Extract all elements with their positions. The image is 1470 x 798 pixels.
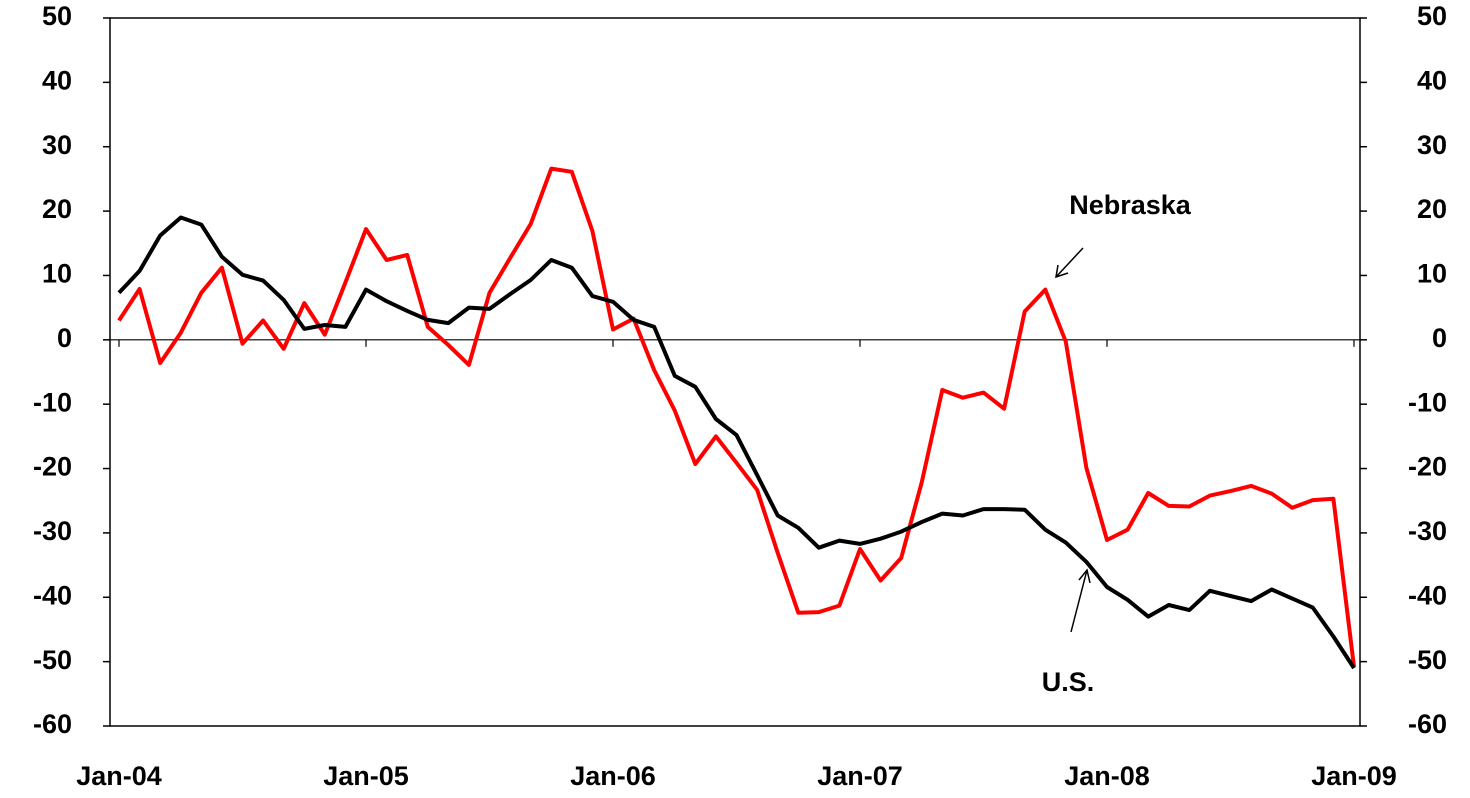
y-tick-label: -30: [33, 516, 72, 546]
annotation: Nebraska: [1069, 190, 1192, 220]
y-tick-label: 40: [42, 65, 72, 95]
x-tick-label: Jan-09: [1311, 761, 1397, 791]
x-tick-label: Jan-08: [1064, 761, 1150, 791]
y2-tick-label: 20: [1417, 194, 1447, 224]
y-tick-label: 0: [57, 323, 72, 353]
y2-tick-label: 40: [1417, 65, 1447, 95]
y2-tick-label: -10: [1408, 387, 1447, 417]
y-tick-label: 10: [42, 259, 72, 289]
y-tick-label: -40: [33, 580, 72, 610]
annotation: U.S.: [1042, 667, 1095, 697]
y-tick-label: -60: [33, 709, 72, 739]
y-tick-label: 20: [42, 194, 72, 224]
plot-frame: [109, 17, 1361, 727]
y2-tick-label: -30: [1408, 516, 1447, 546]
y2-tick-label: 30: [1417, 130, 1447, 160]
y2-tick-label: 50: [1417, 1, 1447, 31]
y2-tick-label: 10: [1417, 259, 1447, 289]
y-tick-label: -50: [33, 645, 72, 675]
y2-tick-label: -50: [1408, 645, 1447, 675]
series-line: [117, 215, 1356, 670]
x-tick-label: Jan-06: [570, 761, 656, 791]
annotation-arrow: [1070, 569, 1088, 633]
y-tick-label: -20: [33, 452, 72, 482]
x-tick-label: Jan-04: [76, 761, 162, 791]
y-tick-label: 50: [42, 1, 72, 31]
y2-tick-label: 0: [1432, 323, 1447, 353]
annotation-arrowhead: [1078, 568, 1091, 584]
y-tick-label: -10: [33, 387, 72, 417]
y-tick-label: 30: [42, 130, 72, 160]
series-line: [117, 166, 1356, 668]
x-tick-label: Jan-05: [323, 761, 409, 791]
y2-tick-label: -40: [1408, 580, 1447, 610]
annotation-arrow: [1055, 247, 1084, 278]
x-tick-label: Jan-07: [817, 761, 903, 791]
y2-tick-label: -60: [1408, 709, 1447, 739]
annotation-arrowhead: [1055, 264, 1069, 279]
y2-tick-label: -20: [1408, 452, 1447, 482]
